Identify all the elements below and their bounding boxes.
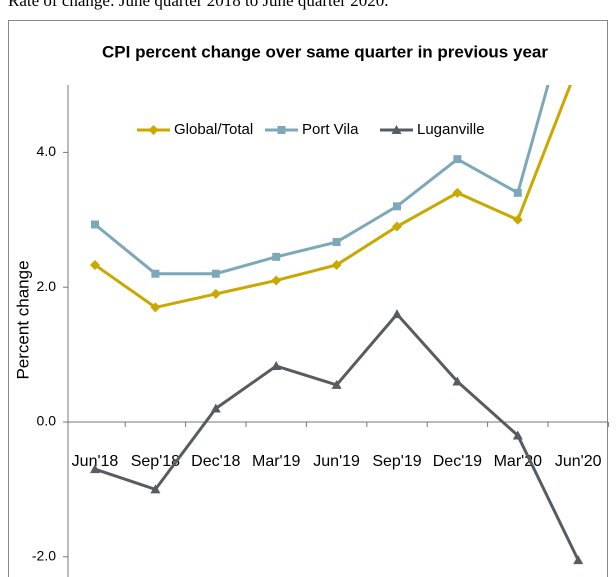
- x-tick-label: Jun'19: [313, 453, 360, 470]
- y-tick-label: 2.0: [37, 278, 57, 294]
- marker: [332, 238, 341, 247]
- legend-label: Luganville: [417, 121, 485, 138]
- y-tick-label: 4.0: [37, 143, 57, 159]
- marker: [452, 376, 463, 386]
- y-axis-label: Percent change: [13, 260, 32, 379]
- marker: [331, 379, 342, 389]
- line: [94, 311, 580, 561]
- marker: [392, 309, 402, 319]
- x-tick-label: Sep'18: [131, 453, 180, 470]
- chart-frame: [8, 20, 608, 577]
- marker: [512, 214, 523, 225]
- marker: [148, 125, 159, 135]
- x-tick-label: Jun'20: [555, 453, 602, 470]
- marker: [210, 403, 221, 413]
- marker: [91, 220, 99, 229]
- marker: [393, 202, 401, 211]
- caption: Rate of change: June quarter 2018 to Jun…: [8, 0, 389, 10]
- x-tick-label: Dec'19: [433, 453, 482, 470]
- marker: [271, 275, 282, 286]
- x-tick-label: Jun'18: [72, 453, 119, 470]
- marker: [391, 125, 402, 134]
- legend-label: Port Vila: [302, 121, 359, 138]
- marker: [573, 555, 584, 565]
- marker: [150, 302, 161, 313]
- marker: [392, 221, 402, 232]
- marker: [573, 60, 583, 70]
- y-tick-label: 0.0: [37, 413, 57, 429]
- marker: [331, 259, 342, 270]
- marker: [452, 187, 463, 198]
- x-tick-label: Dec'18: [191, 453, 240, 470]
- x-tick-label: Mar'19: [252, 453, 301, 470]
- marker: [453, 155, 462, 164]
- marker: [151, 269, 160, 278]
- marker: [272, 252, 281, 261]
- marker: [211, 269, 220, 278]
- legend-label: Global/Total: [174, 121, 253, 138]
- x-tick-label: Sep'19: [372, 453, 421, 470]
- marker: [210, 288, 221, 299]
- marker: [513, 188, 522, 197]
- marker: [90, 259, 100, 270]
- marker: [277, 126, 286, 134]
- plot-area: [90, 60, 584, 565]
- y-tick-label: -2.0: [32, 547, 56, 563]
- marker: [150, 484, 161, 494]
- chart-title: CPI percent change over same quarter in …: [102, 42, 548, 61]
- marker: [271, 361, 282, 371]
- marker: [512, 430, 523, 440]
- marker: [90, 464, 100, 474]
